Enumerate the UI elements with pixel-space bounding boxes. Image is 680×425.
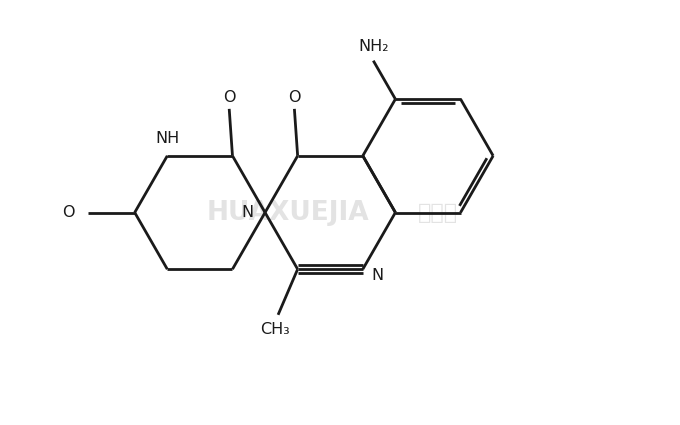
Text: HUAXUEJIA: HUAXUEJIA [207, 199, 369, 226]
Text: CH₃: CH₃ [260, 322, 290, 337]
Text: NH: NH [155, 131, 180, 146]
Text: N: N [371, 268, 384, 283]
Text: O: O [223, 90, 235, 105]
Text: NH₂: NH₂ [358, 39, 388, 54]
Text: N: N [241, 205, 254, 220]
Text: O: O [63, 205, 75, 220]
Text: O: O [288, 90, 301, 105]
Text: 化学加: 化学加 [418, 202, 458, 223]
